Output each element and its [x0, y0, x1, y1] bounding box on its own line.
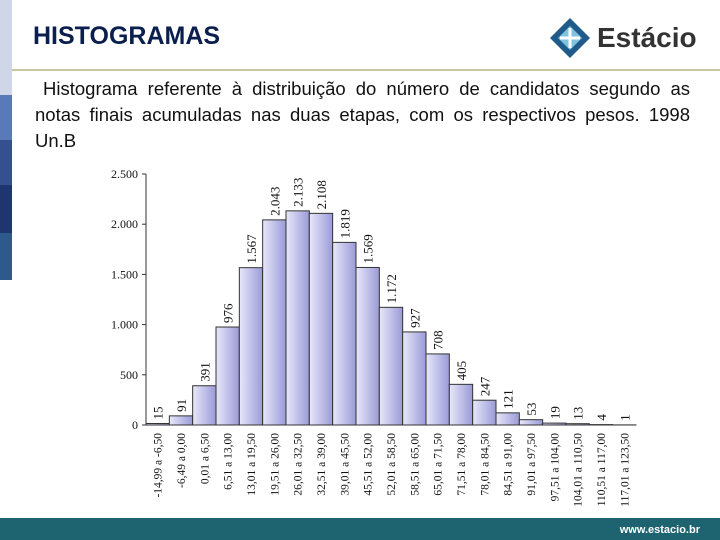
- bar: [402, 331, 427, 426]
- x-tick-label: 6,51 a 13,00: [223, 433, 235, 490]
- caption: Histograma referente à distribuição do n…: [35, 78, 690, 151]
- bar: [472, 399, 497, 426]
- side-strip: [0, 233, 12, 280]
- value-label: 1.569: [361, 234, 376, 263]
- x-tick-label: 45,51 a 52,00: [363, 433, 375, 496]
- bar: [192, 385, 217, 426]
- x-tick-label: 110,51 a 117,00: [596, 433, 608, 507]
- x-tick-label: 71,51 a 78,00: [456, 433, 468, 496]
- slide-title: HISTOGRAMAS: [33, 22, 221, 50]
- value-label: 1.172: [384, 274, 399, 303]
- bar: [308, 212, 334, 426]
- bar: [565, 423, 590, 426]
- footer-url: www.estacio.br: [619, 524, 701, 536]
- value-label: 2.133: [291, 178, 306, 207]
- y-tick-label: 0: [132, 418, 138, 432]
- value-label: 2.108: [314, 180, 329, 209]
- bar: [495, 412, 520, 426]
- x-tick-label: 65,01 a 71,50: [433, 433, 445, 496]
- value-label: 121: [501, 389, 516, 409]
- value-label: 1.567: [244, 234, 259, 264]
- x-tick-label: 91,01 a 97,50: [526, 433, 538, 496]
- footer-bar: [0, 518, 720, 540]
- bar: [378, 306, 404, 426]
- value-label: 976: [221, 303, 236, 323]
- bar: [425, 353, 450, 426]
- bar: [448, 383, 474, 426]
- logo-icon: [550, 18, 590, 58]
- bar: [542, 422, 567, 426]
- x-tick-label: 39,01 a 45,50: [339, 433, 351, 496]
- y-tick-label: 2.500: [111, 167, 138, 181]
- bar: [145, 422, 170, 426]
- x-tick-label: 58,51 a 65,00: [409, 433, 421, 496]
- x-tick-label: 52,01 a 58,50: [386, 433, 398, 496]
- value-label: 1.819: [337, 209, 352, 238]
- bar: [168, 415, 194, 426]
- x-tick-label: 117,01 a 123,50: [619, 433, 631, 507]
- value-label: 405: [454, 361, 469, 381]
- logo-text: Estácio: [597, 22, 697, 53]
- value-label: 53: [524, 403, 539, 416]
- y-tick-label: 1.500: [111, 267, 138, 281]
- bar: [518, 419, 544, 426]
- value-label: 2.043: [267, 187, 282, 216]
- x-tick-label: -14,99 a -6,50: [153, 433, 165, 498]
- x-tick-label: 26,01 a 32,50: [293, 433, 305, 496]
- x-tick-label: 32,51 a 39,00: [316, 433, 328, 496]
- x-tick-label: 97,51 a 104,00: [549, 433, 561, 502]
- value-label: 4: [594, 414, 609, 421]
- value-label: 927: [407, 308, 422, 328]
- side-strip: [0, 185, 12, 233]
- y-tick-label: 1.000: [111, 318, 138, 332]
- x-tick-label: 84,51 a 91,00: [503, 433, 515, 496]
- x-tick-label: 104,01 a 110,50: [573, 433, 585, 507]
- side-strip: [0, 0, 12, 95]
- side-strip: [0, 140, 12, 185]
- side-strip: [0, 95, 12, 140]
- bar: [285, 210, 310, 426]
- value-label: 391: [197, 362, 212, 382]
- bar: [332, 241, 357, 426]
- value-label: 247: [477, 376, 492, 396]
- value-label: 91: [174, 399, 189, 412]
- value-label: 1: [617, 414, 632, 421]
- x-tick-label: 78,01 a 84,50: [479, 433, 491, 496]
- x-tick-label: -6,49 a 0,00: [176, 433, 188, 488]
- bar: [215, 326, 240, 426]
- y-tick-label: 500: [120, 368, 138, 382]
- bar: [355, 266, 380, 426]
- x-tick-label: 19,51 a 26,00: [269, 433, 281, 496]
- value-label: 708: [431, 330, 446, 350]
- value-label: 19: [547, 406, 562, 419]
- bar: [238, 267, 264, 426]
- value-label: 15: [151, 406, 166, 419]
- value-label: 13: [571, 407, 586, 420]
- x-tick-label: 0,01 a 6,50: [199, 433, 211, 484]
- bar: [262, 219, 287, 426]
- y-tick-label: 2.000: [111, 217, 138, 231]
- x-tick-label: 13,01 a 19,50: [246, 433, 258, 496]
